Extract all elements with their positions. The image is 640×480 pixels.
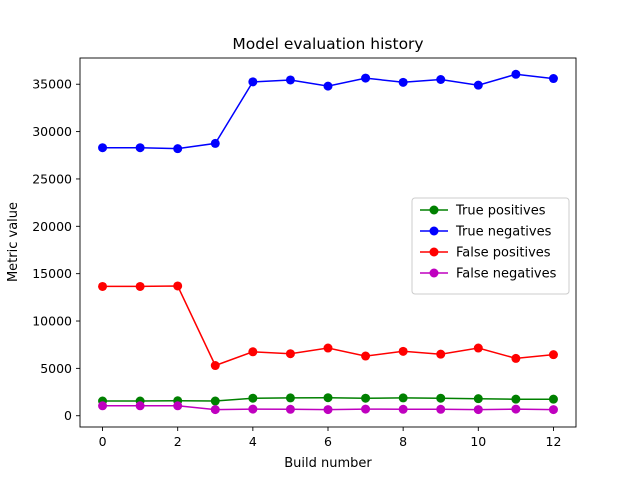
- y-tick-label: 15000: [32, 266, 72, 281]
- y-tick-label: 0: [64, 408, 72, 423]
- x-tick-label: 4: [249, 434, 257, 449]
- data-point: [210, 138, 220, 148]
- data-point: [361, 393, 371, 403]
- data-point: [398, 393, 408, 403]
- x-tick-label: 12: [546, 434, 562, 449]
- chart-title: Model evaluation history: [232, 35, 423, 53]
- y-tick-label: 5000: [40, 361, 72, 376]
- y-tick-label: 30000: [32, 124, 72, 139]
- y-tick-label: 35000: [32, 77, 72, 92]
- legend-swatch-marker: [429, 247, 439, 257]
- data-point: [135, 143, 145, 153]
- y-tick-label: 10000: [32, 314, 72, 329]
- data-point: [248, 347, 258, 357]
- data-point: [285, 75, 295, 85]
- x-tick-label: 8: [399, 434, 407, 449]
- data-point: [98, 143, 108, 153]
- legend-swatch-marker: [429, 268, 439, 278]
- data-point: [436, 393, 446, 403]
- data-point: [173, 281, 183, 291]
- data-point: [548, 74, 558, 84]
- legend-swatch-marker: [429, 205, 439, 215]
- legend-swatch-marker: [429, 226, 439, 236]
- y-axis-label: Metric value: [6, 202, 21, 282]
- data-point: [285, 393, 295, 403]
- data-point: [248, 404, 258, 414]
- data-point: [548, 405, 558, 415]
- data-point: [436, 349, 446, 359]
- y-tick-label: 20000: [32, 219, 72, 234]
- data-point: [98, 401, 108, 411]
- data-point: [323, 81, 333, 91]
- data-point: [473, 405, 483, 415]
- data-point: [98, 281, 108, 291]
- data-point: [135, 401, 145, 411]
- data-point: [173, 144, 183, 154]
- legend-entry-label: False negatives: [456, 267, 557, 282]
- data-point: [210, 396, 220, 406]
- data-point: [210, 361, 220, 371]
- data-point: [210, 405, 220, 415]
- data-point: [361, 404, 371, 414]
- legend: True positives True negatives False positi…: [411, 197, 570, 295]
- data-point: [285, 349, 295, 359]
- data-point: [473, 343, 483, 353]
- data-point: [398, 77, 408, 87]
- legend-entry-label: True positives: [455, 204, 546, 219]
- data-point: [473, 80, 483, 90]
- data-point: [511, 353, 521, 363]
- data-point: [248, 393, 258, 403]
- data-point: [511, 394, 521, 404]
- data-point: [436, 404, 446, 414]
- legend-box: [411, 197, 570, 295]
- x-axis-label: Build number: [284, 456, 372, 471]
- x-tick-label: 10: [470, 434, 486, 449]
- data-point: [323, 393, 333, 403]
- data-point: [135, 281, 145, 291]
- data-point: [398, 404, 408, 414]
- plot-area: 0 2 4 6 8 10 12 0 5000 10000 15000 20000 25000 30000 3…: [32, 57, 577, 449]
- data-point: [323, 405, 333, 415]
- data-point: [323, 343, 333, 353]
- x-tick-label: 2: [174, 434, 182, 449]
- y-tick-label: 25000: [32, 171, 72, 186]
- data-point: [398, 346, 408, 356]
- data-point: [473, 394, 483, 404]
- x-tick-label: 0: [99, 434, 107, 449]
- data-point: [248, 77, 258, 87]
- data-point: [548, 350, 558, 360]
- data-point: [548, 394, 558, 404]
- data-point: [361, 351, 371, 361]
- legend-entry-label: True negatives: [455, 225, 552, 240]
- data-point: [511, 404, 521, 414]
- data-point: [361, 73, 371, 83]
- data-point: [436, 74, 446, 84]
- data-point: [173, 401, 183, 411]
- data-point: [511, 69, 521, 79]
- x-tick-label: 6: [324, 434, 332, 449]
- data-point: [285, 404, 295, 414]
- legend-entry-label: False positives: [456, 246, 551, 261]
